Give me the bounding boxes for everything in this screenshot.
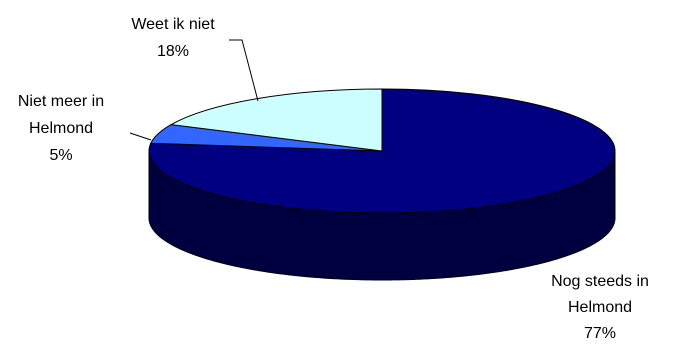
slice-label-1: Niet meer in Helmond 5% (18, 93, 104, 164)
slice-value-label-1: 5% (49, 147, 72, 164)
leader-line-2 (229, 39, 259, 102)
slice-name-label-2: Weet ik niet (131, 16, 215, 33)
slice-name-label-1: Helmond (29, 120, 93, 137)
slice-label-0: Nog steeds in Helmond 77% (551, 273, 649, 342)
slice-labels: Nog steeds in Helmond 77% Niet meer in Helmo… (18, 16, 649, 342)
leader-lines (129, 39, 259, 141)
slice-label-2: Weet ik niet 18% (131, 16, 215, 60)
slice-value-label-2: 18% (157, 43, 189, 60)
slice-name-label-0: Nog steeds in (551, 273, 649, 290)
slice-name-label-0: Helmond (568, 299, 632, 316)
pie-tops (148, 88, 616, 214)
slice-value-label-0: 77% (584, 325, 616, 342)
leader-line-1 (129, 132, 152, 141)
slice-name-label-1: Niet meer in (18, 93, 104, 110)
